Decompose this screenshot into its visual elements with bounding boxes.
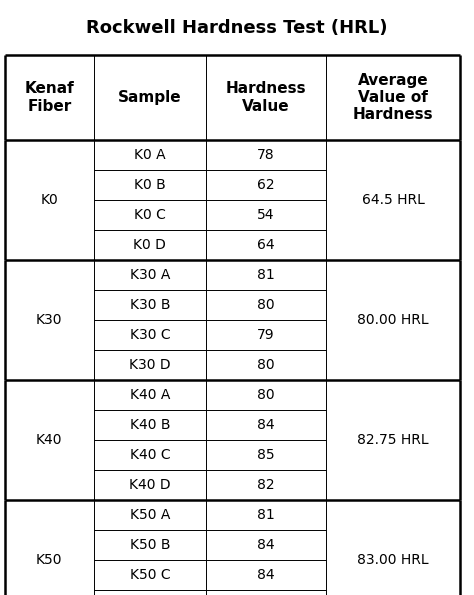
Text: 79: 79	[257, 328, 275, 342]
Text: 84: 84	[257, 418, 275, 432]
Text: K30 B: K30 B	[129, 298, 170, 312]
Text: 80: 80	[257, 298, 275, 312]
Text: Sample: Sample	[118, 90, 182, 105]
Text: K50: K50	[36, 553, 63, 567]
Text: Hardness
Value: Hardness Value	[226, 82, 306, 114]
Text: K0 B: K0 B	[134, 178, 166, 192]
Text: 82.75 HRL: 82.75 HRL	[357, 433, 429, 447]
Text: K30 C: K30 C	[129, 328, 170, 342]
Text: K0 A: K0 A	[134, 148, 166, 162]
Text: Rockwell Hardness Test (HRL): Rockwell Hardness Test (HRL)	[86, 19, 388, 37]
Text: K40 C: K40 C	[129, 448, 170, 462]
Text: 82: 82	[257, 478, 275, 492]
Text: K50 A: K50 A	[130, 508, 170, 522]
Text: 84: 84	[257, 538, 275, 552]
Text: 83.00 HRL: 83.00 HRL	[357, 553, 429, 567]
Text: 80: 80	[257, 388, 275, 402]
Text: K30 A: K30 A	[130, 268, 170, 282]
Text: K0 D: K0 D	[134, 238, 166, 252]
Text: 81: 81	[257, 268, 275, 282]
Text: K40: K40	[36, 433, 63, 447]
Text: K40 B: K40 B	[129, 418, 170, 432]
Text: 80: 80	[257, 358, 275, 372]
Text: K30: K30	[36, 313, 63, 327]
Text: K0 C: K0 C	[134, 208, 166, 222]
Text: 84: 84	[257, 568, 275, 582]
Text: 80.00 HRL: 80.00 HRL	[357, 313, 429, 327]
Text: K0: K0	[40, 193, 58, 207]
Text: 54: 54	[257, 208, 275, 222]
Text: 64.5 HRL: 64.5 HRL	[362, 193, 424, 207]
Text: 62: 62	[257, 178, 275, 192]
Text: K40 A: K40 A	[130, 388, 170, 402]
Text: K50 B: K50 B	[129, 538, 170, 552]
Text: 78: 78	[257, 148, 275, 162]
Text: Average
Value of
Hardness: Average Value of Hardness	[353, 73, 433, 123]
Text: K40 D: K40 D	[129, 478, 171, 492]
Text: 64: 64	[257, 238, 275, 252]
Text: K30 D: K30 D	[129, 358, 171, 372]
Text: Kenaf
Fiber: Kenaf Fiber	[25, 82, 74, 114]
Text: K50 C: K50 C	[129, 568, 170, 582]
Text: 85: 85	[257, 448, 275, 462]
Text: 81: 81	[257, 508, 275, 522]
